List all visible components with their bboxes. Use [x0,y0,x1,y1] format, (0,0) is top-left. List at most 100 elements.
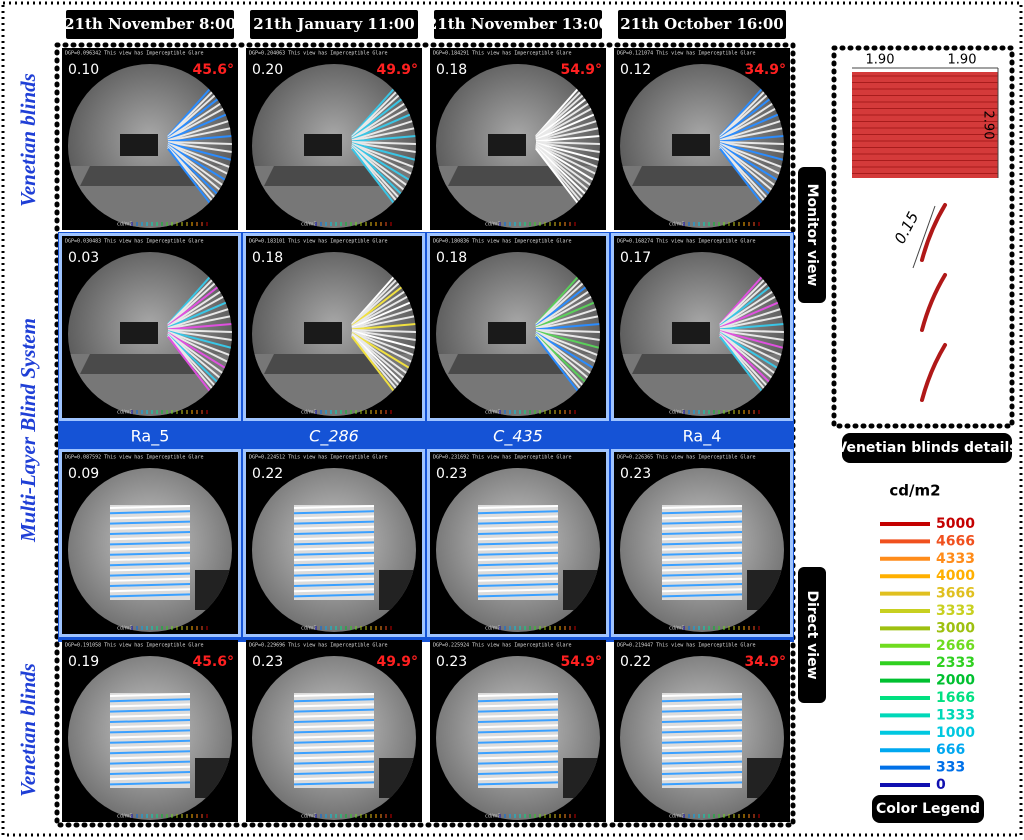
monitor [488,134,526,156]
panel-dgp-header: DGP=0.168274 This view has Imperceptible… [617,239,755,245]
panel-dgp-header: DGP=0.183101 This view has Imperceptible… [249,239,387,245]
panel-dgp-header: DGP=0.121074 This view has Imperceptible… [617,51,755,57]
panel-dgp: 0.18 [252,250,283,266]
panel-dgp: 0.12 [620,62,651,78]
panel-unit: cd/m2 [301,626,317,632]
row-label: Venetian blinds [16,73,40,207]
dimension: 0.15 [891,209,923,247]
panel-dgp: 0.23 [436,654,467,670]
panel-unit: cd/m2 [117,410,133,416]
monitor [304,134,342,156]
desk [80,166,200,186]
panel-unit: cd/m2 [301,814,317,820]
row-label: Multi-Layer Blind System [16,318,40,543]
panel-unit: cd/m2 [301,222,317,228]
legend-label: 3333 [936,603,975,619]
panel-unit: cd/m2 [117,222,133,228]
panel-unit: cd/m2 [485,626,501,632]
system-label: Ra_4 [683,427,722,447]
panel-dgp-header: DGP=0.087592 This view has Imperceptible… [65,455,203,461]
desk [264,354,384,374]
panel-angle: 54.9° [560,654,602,670]
panel-unit: cd/m2 [485,814,501,820]
panel-unit: cd/m2 [117,814,133,820]
panel-dgp: 0.23 [436,466,467,482]
column-header: 21th November 8:00 [64,15,236,33]
row-label: Venetian blinds [16,663,40,797]
legend-label: 1000 [936,725,975,741]
monitor [120,322,158,344]
panel-dgp-header: DGP=0.096342 This view has Imperceptible… [65,51,203,57]
details-title: Venetian blinds details [836,440,1017,456]
panel-angle: 45.6° [192,654,234,670]
desk [80,354,200,374]
view-label: Monitor view [804,184,820,287]
legend-label: 1666 [936,690,975,706]
figure: 21th November 8:00 21th January 11:00 21th… [0,0,1024,840]
panel-unit: cd/m2 [485,410,501,416]
legend-label: 3666 [936,586,975,602]
panel-dgp: 0.23 [252,654,283,670]
desk [632,354,752,374]
legend-unit: cd/m2 [889,482,940,500]
panel-dgp-header: DGP=0.226365 This view has Imperceptible… [617,455,755,461]
blind-panel [852,72,998,178]
legend-label: 5000 [936,516,975,532]
legend-label: 4000 [936,568,975,584]
panel-dgp-header: DGP=0.224512 This view has Imperceptible… [249,455,387,461]
system-label: C_435 [493,427,543,447]
panel-dgp-header: DGP=0.184291 This view has Imperceptible… [433,51,571,57]
system-label: C_286 [309,427,359,447]
panel-dgp: 0.22 [252,466,283,482]
legend-label: 2666 [936,638,975,654]
view-label: Direct view [804,590,820,679]
monitor [672,134,710,156]
panel-angle: 49.9° [376,62,418,78]
panel-dgp: 0.22 [620,654,651,670]
monitor [304,322,342,344]
panel-dgp-header: DGP=0.030483 This view has Imperceptible… [65,239,203,245]
panel-dgp: 0.17 [620,250,651,266]
column-header: 21th October 16:00 [620,15,784,33]
desk [448,166,568,186]
panel-unit: cd/m2 [669,222,685,228]
panel-angle: 54.9° [560,62,602,78]
panel-unit: cd/m2 [117,626,133,632]
legend-label: 0 [936,777,946,793]
legend-label: 3000 [936,620,975,636]
figure-canvas: 21th November 8:00 21th January 11:00 21th… [0,0,1024,840]
monitor [120,134,158,156]
legend-title: Color Legend [876,801,980,817]
legend-label: 333 [936,760,965,776]
slat-section [922,345,945,400]
dimension: 2.90 [981,111,996,140]
panel-angle: 34.9° [744,654,786,670]
panel-dgp: 0.10 [68,62,99,78]
panel-dgp: 0.20 [252,62,283,78]
panel-dgp: 0.23 [620,466,651,482]
panel-dgp-header: DGP=0.225924 This view has Imperceptible… [433,643,571,649]
panel-dgp: 0.18 [436,62,467,78]
desk [448,354,568,374]
panel-dgp-header: DGP=0.229696 This view has Imperceptible… [249,643,387,649]
panel-unit: cd/m2 [669,410,685,416]
panel-dgp: 0.18 [436,250,467,266]
panel-unit: cd/m2 [485,222,501,228]
panel-dgp-header: DGP=0.219447 This view has Imperceptible… [617,643,755,649]
legend-label: 666 [936,742,965,758]
panel-dgp-header: DGP=0.231692 This view has Imperceptible… [433,455,571,461]
panel-dgp-header: DGP=0.204063 This view has Imperceptible… [249,51,387,57]
column-header: 21th January 11:00 [253,15,414,33]
column-header: 21th November 13:00 [427,15,609,33]
panel-unit: cd/m2 [669,814,685,820]
panel-unit: cd/m2 [669,626,685,632]
legend-label: 2333 [936,655,975,671]
legend-label: 4333 [936,551,975,567]
panel-unit: cd/m2 [301,410,317,416]
panel-angle: 45.6° [192,62,234,78]
monitor [672,322,710,344]
legend-label: 1333 [936,707,975,723]
monitor [488,322,526,344]
desk [632,166,752,186]
system-label: Ra_5 [131,427,170,447]
